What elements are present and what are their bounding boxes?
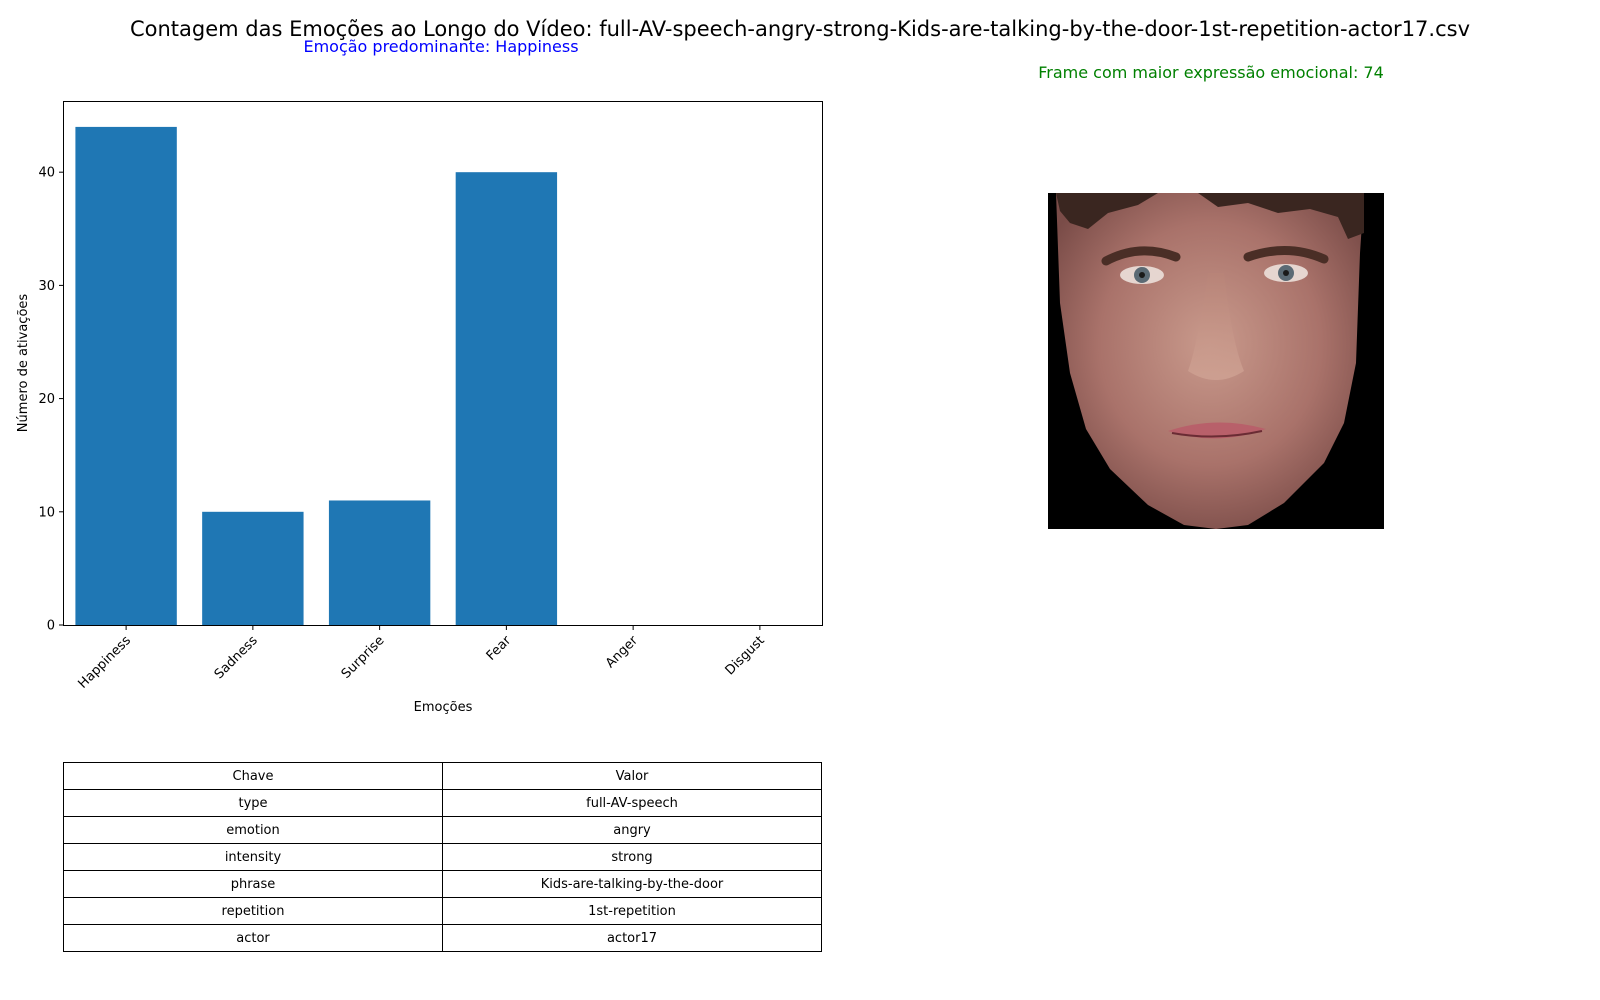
table-row: type full-AV-speech — [63, 789, 822, 817]
y-axis-label: Número de ativações — [16, 294, 31, 433]
table-row: actor actor17 — [63, 924, 822, 952]
peak-frame-label: Frame com maior expressão emocional: 74 — [1038, 63, 1384, 82]
metadata-table: Chave Valor type full-AV-speech emotion … — [63, 762, 822, 952]
table-cell-key: intensity — [63, 843, 443, 871]
x-tick-label-happiness: Happiness — [76, 633, 135, 692]
table-cell-value: actor17 — [442, 924, 822, 952]
predominant-emotion-label: Emoção predominante: Happiness — [303, 37, 579, 56]
x-tick-label-surprise: Surprise — [339, 633, 388, 682]
bar-fear — [455, 172, 558, 625]
table-row: phrase Kids-are-talking-by-the-door — [63, 870, 822, 898]
y-tick-label: 10 — [38, 505, 55, 520]
x-tick-label-sadness: Sadness — [212, 633, 261, 682]
y-tick-label: 30 — [38, 279, 55, 294]
x-tick-label-anger: Anger — [603, 633, 641, 671]
table-cell-key: actor — [63, 924, 443, 952]
bar-sadness — [202, 511, 304, 625]
bar-surprise — [328, 500, 431, 625]
table-cell-key: phrase — [63, 870, 443, 898]
bar-happiness — [75, 126, 177, 626]
table-cell-key: emotion — [63, 816, 443, 844]
emotion-bar-chart: 0 10 20 30 40 Happiness Sadness Surprise Fear An… — [16, 101, 823, 715]
table-header-value: Valor — [442, 762, 822, 790]
table-cell-value: angry — [442, 816, 822, 844]
table-cell-key: repetition — [63, 897, 443, 925]
table-cell-value: 1st-repetition — [442, 897, 822, 925]
x-axis-label: Emoções — [414, 700, 473, 715]
x-tick-label-fear: Fear — [484, 633, 515, 664]
x-tick-label-disgust: Disgust — [723, 633, 768, 678]
y-tick-label: 40 — [38, 166, 55, 181]
table-header-key: Chave — [63, 762, 443, 790]
table-cell-value: strong — [442, 843, 822, 871]
table-row: emotion angry — [63, 816, 822, 844]
table-header-row: Chave Valor — [63, 762, 822, 790]
y-tick-label: 0 — [47, 619, 55, 634]
figure-title: Contagem das Emoções ao Longo do Vídeo: … — [129, 17, 1471, 41]
plot-frame — [63, 101, 823, 626]
table-cell-value: full-AV-speech — [442, 789, 822, 817]
table-row: intensity strong — [63, 843, 822, 871]
face-frame-image — [1048, 193, 1384, 529]
table-row: repetition 1st-repetition — [63, 897, 822, 925]
face-icon — [1048, 193, 1384, 529]
table-cell-value: Kids-are-talking-by-the-door — [442, 870, 822, 898]
table-cell-key: type — [63, 789, 443, 817]
y-tick-label: 20 — [38, 392, 55, 407]
